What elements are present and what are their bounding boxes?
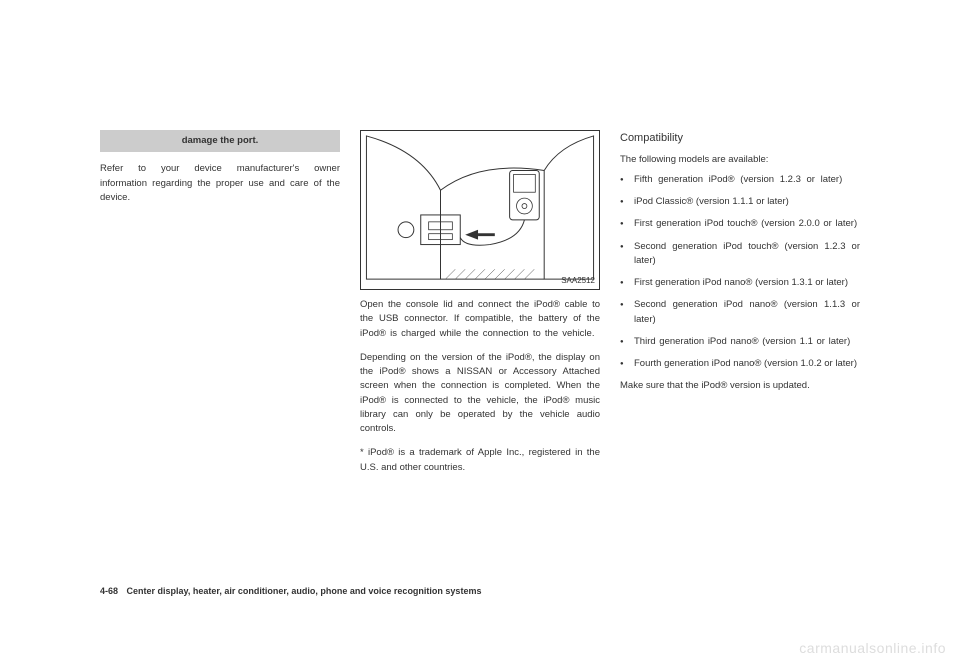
list-item: iPod Classic® (version 1.1.1 or later): [620, 195, 860, 209]
manual-page: damage the port. Refer to your device ma…: [100, 130, 860, 590]
list-item: First generation iPod touch® (version 2.…: [620, 217, 860, 231]
list-item: Second generation iPod nano® (version 1.…: [620, 298, 860, 327]
compatibility-subhead: The following models are available:: [620, 153, 860, 167]
watermark-text: carmanualsonline.info: [799, 640, 946, 656]
console-ipod-figure: SAA2512: [360, 130, 600, 290]
list-item: Fifth generation iPod® (version 1.2.3 or…: [620, 173, 860, 187]
column-3: Compatibility The following models are a…: [620, 130, 860, 590]
trademark-paragraph: * iPod® is a trademark of Apple Inc., re…: [360, 446, 600, 475]
page-footer: 4-68 Center display, heater, air conditi…: [100, 586, 481, 596]
list-item: First generation iPod nano® (version 1.3…: [620, 276, 860, 290]
list-item: Second generation iPod touch® (version 1…: [620, 240, 860, 269]
compatibility-heading: Compatibility: [620, 130, 860, 147]
ipod-illustration-svg: [361, 131, 599, 289]
figure-label: SAA2512: [561, 275, 595, 287]
chapter-title: Center display, heater, air conditioner,…: [127, 586, 482, 596]
list-item: Fourth generation iPod nano® (version 1.…: [620, 357, 860, 371]
page-number: 4-68: [100, 586, 118, 596]
list-item: Third generation iPod nano® (version 1.1…: [620, 335, 860, 349]
warning-box: damage the port.: [100, 130, 340, 152]
display-paragraph: Depending on the version of the iPod®, t…: [360, 351, 600, 437]
column-1: damage the port. Refer to your device ma…: [100, 130, 340, 590]
connect-paragraph: Open the console lid and connect the iPo…: [360, 298, 600, 341]
compatibility-list: Fifth generation iPod® (version 1.2.3 or…: [620, 173, 860, 372]
closing-paragraph: Make sure that the iPod® version is upda…: [620, 379, 860, 393]
column-2: SAA2512 Open the console lid and connect…: [360, 130, 600, 590]
device-care-paragraph: Refer to your device manufacturer's owne…: [100, 162, 340, 205]
